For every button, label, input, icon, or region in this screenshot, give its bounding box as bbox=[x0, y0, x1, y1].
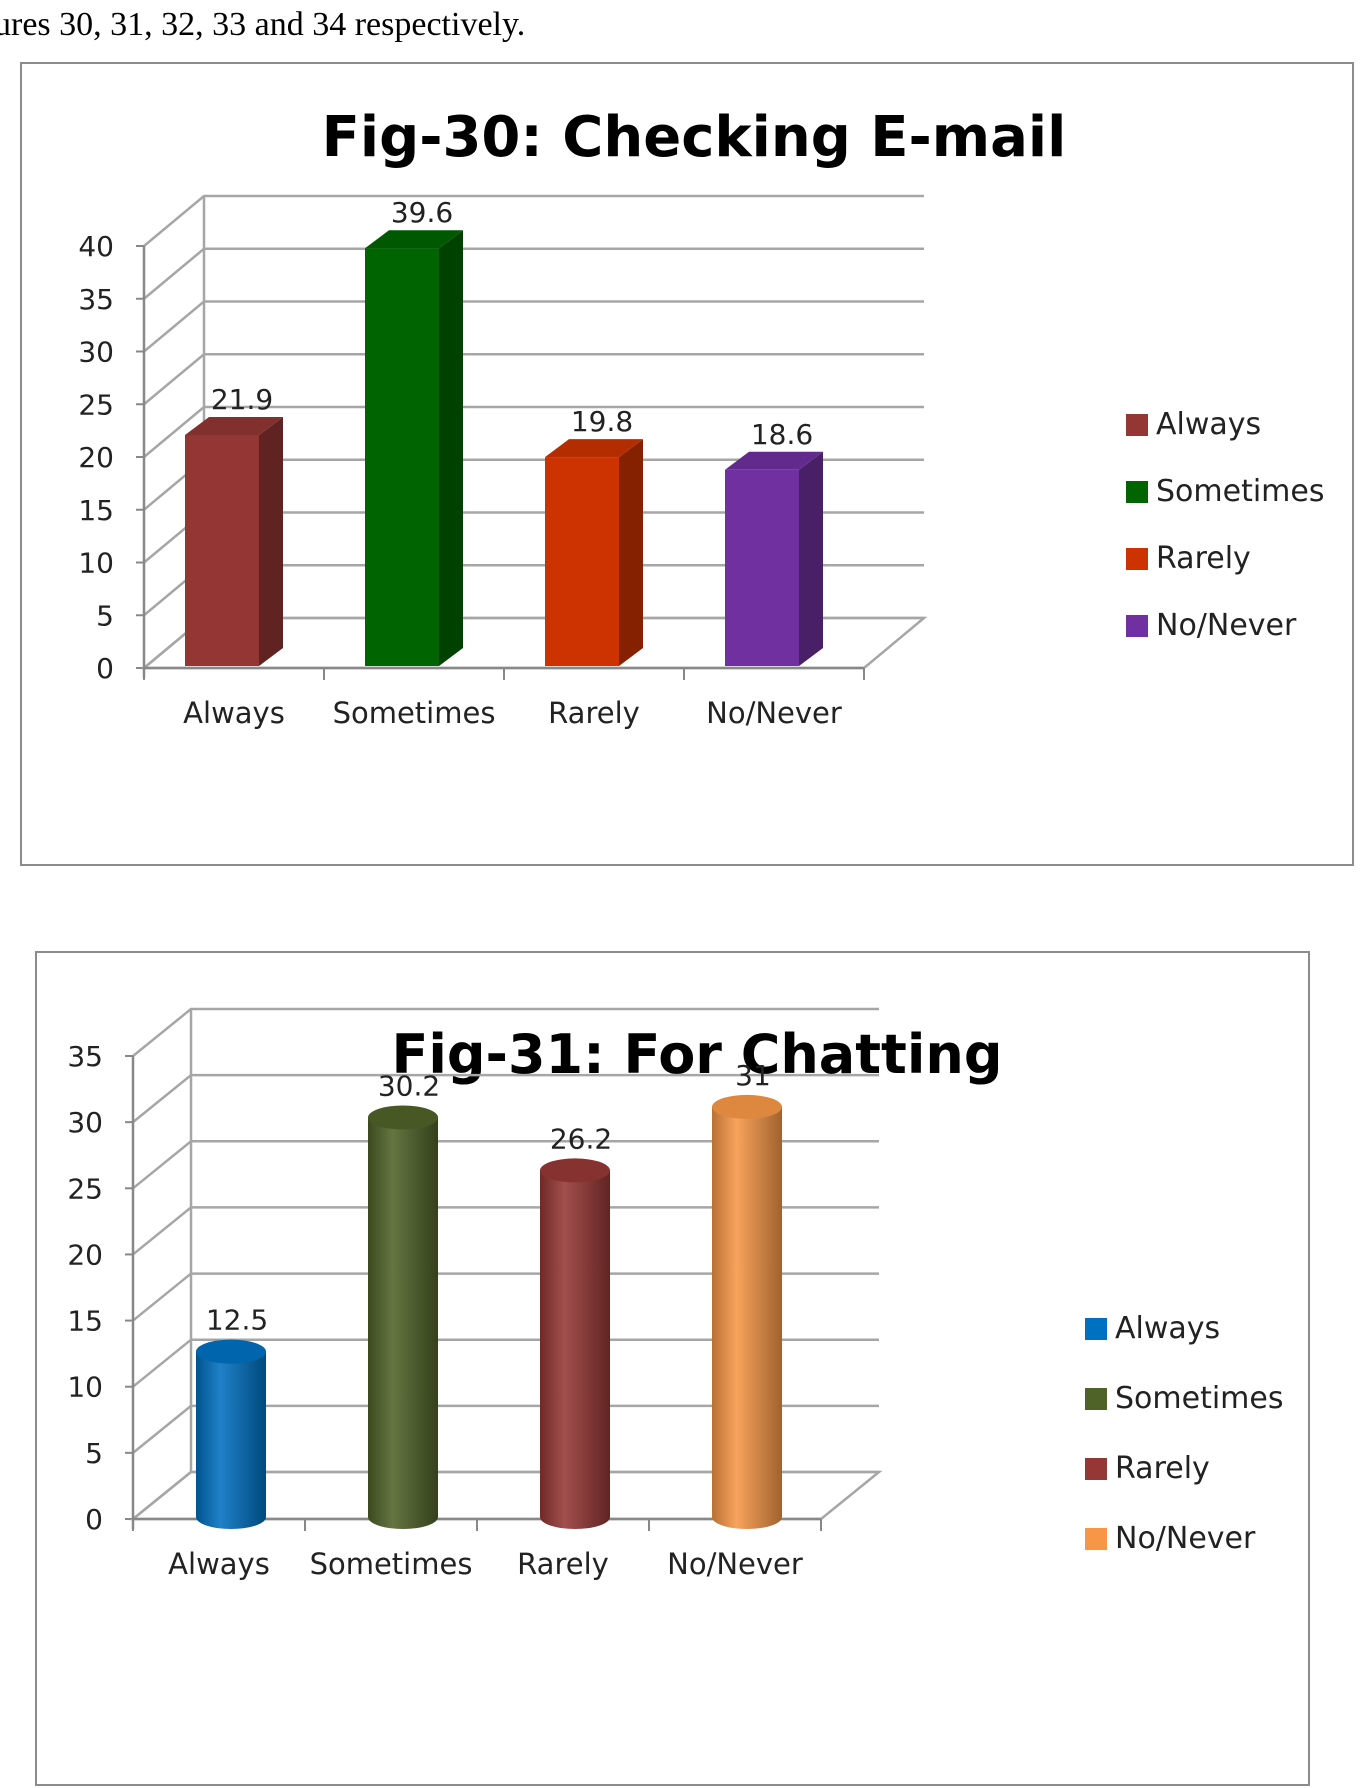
fig31-legend-entry: No/Never bbox=[1115, 1521, 1256, 1556]
fig31-title: Fig-31: For Chatting bbox=[392, 1023, 1003, 1086]
fig30-bar-top bbox=[185, 416, 283, 435]
fig30-data-label: 18.6 bbox=[751, 418, 813, 451]
fig31-y-tick-label: 30 bbox=[67, 1106, 103, 1139]
fig31-y-tick-label: 15 bbox=[67, 1305, 103, 1338]
fig30-gridline bbox=[143, 247, 924, 300]
fig31-legend-entry: Sometimes bbox=[1115, 1381, 1284, 1416]
fig31-category-label: No/Never bbox=[667, 1547, 803, 1581]
fig30-legend-entry: No/Never bbox=[1156, 608, 1297, 643]
fig31-bar-no-never bbox=[712, 1094, 782, 1529]
fig31-category-label: Always bbox=[168, 1547, 270, 1581]
fig31-bar-body bbox=[196, 1351, 266, 1529]
fig31-legend-swatch bbox=[1085, 1388, 1107, 1410]
fig31-bar-top bbox=[540, 1158, 610, 1183]
fig30-y-tick-label: 0 bbox=[96, 652, 114, 685]
fig31-bar-top bbox=[368, 1105, 438, 1130]
fig30-bar-rarely bbox=[545, 439, 643, 666]
fig31-legend-entry: Always bbox=[1115, 1311, 1220, 1346]
fig31-data-label: 12.5 bbox=[206, 1304, 268, 1337]
fig31-bar-body bbox=[712, 1106, 782, 1529]
fig30-bar-side bbox=[619, 439, 643, 666]
fig30-bar-side bbox=[259, 416, 283, 666]
fig31-bar-body bbox=[368, 1117, 438, 1529]
chart-fig31-svg: Fig-31: For Chatting 0 5 10 15 20 25 30 35 12.5 Al… bbox=[67, 1007, 1284, 1581]
fig31-bar-sometimes bbox=[368, 1105, 438, 1529]
fig31-y-tick-label: 5 bbox=[85, 1437, 103, 1470]
fig30-data-label: 21.9 bbox=[211, 383, 273, 416]
fig30-bar-front bbox=[365, 248, 439, 666]
fig30-bar-side bbox=[439, 230, 463, 666]
fig30-category-label: No/Never bbox=[706, 696, 842, 730]
fig31-data-label: 26.2 bbox=[550, 1122, 612, 1155]
fig30-gridline bbox=[143, 194, 924, 247]
fig31-y-tick-label: 20 bbox=[67, 1238, 103, 1271]
fig31-bar-top bbox=[196, 1339, 266, 1364]
fig30-y-tick-label: 35 bbox=[78, 283, 114, 316]
fig31-data-label: 30.2 bbox=[378, 1069, 440, 1102]
fig30-y-tick-label: 40 bbox=[78, 230, 114, 263]
fig30-y-tick-label: 20 bbox=[78, 441, 114, 474]
fig31-legend-swatch bbox=[1085, 1318, 1107, 1340]
fig31-y-tick-label: 10 bbox=[67, 1371, 103, 1404]
fig30-legend-swatch bbox=[1126, 615, 1148, 637]
chart-fig30-svg: Fig-30: Checking E-mail 0 5 10 15 20 25 30 35 40 2… bbox=[78, 105, 1325, 730]
fig30-y-tick-label: 25 bbox=[78, 388, 114, 421]
fig31-y-tick-label: 35 bbox=[67, 1040, 103, 1073]
fig31-category-label: Rarely bbox=[517, 1547, 609, 1581]
fig31-bar-always bbox=[196, 1339, 266, 1529]
chart-fig30: Fig-30: Checking E-mail 0 5 10 15 20 25 30 35 40 2… bbox=[20, 62, 1354, 866]
fig31-y-tick-label: 0 bbox=[85, 1503, 103, 1536]
fig30-y-tick-label: 30 bbox=[78, 336, 114, 369]
fig31-legend-swatch bbox=[1085, 1528, 1107, 1550]
fig30-legend-swatch bbox=[1126, 481, 1148, 503]
fig30-bar-always bbox=[185, 416, 283, 666]
fig30-bar-front bbox=[545, 457, 619, 666]
fig31-bar-top bbox=[712, 1094, 782, 1119]
fig30-category-label: Sometimes bbox=[333, 696, 496, 730]
fig31-y-tick-label: 25 bbox=[67, 1172, 103, 1205]
fig30-bar-no-never bbox=[725, 451, 823, 666]
fig30-bar-front bbox=[725, 469, 799, 666]
fig31-bar-rarely bbox=[540, 1158, 610, 1529]
fig30-legend-entry: Rarely bbox=[1156, 541, 1251, 576]
fig30-bar-front bbox=[185, 434, 259, 666]
fig30-gridline bbox=[143, 300, 924, 353]
fig30-title: Fig-30: Checking E-mail bbox=[322, 105, 1067, 170]
fig30-y-tick-label: 5 bbox=[96, 599, 114, 632]
chart-fig31: Fig-31: For Chatting 0 5 10 15 20 25 30 35 12.5 Al… bbox=[35, 951, 1310, 1786]
fig30-y-tick-label: 15 bbox=[78, 494, 114, 527]
fig30-bar-top bbox=[545, 439, 643, 458]
fig30-y-tick-label: 10 bbox=[78, 547, 114, 580]
fig31-legend-entry: Rarely bbox=[1115, 1451, 1210, 1486]
fig31-data-label: 31 bbox=[735, 1059, 771, 1092]
fig30-bar-top bbox=[365, 230, 463, 249]
fig30-legend-swatch bbox=[1126, 548, 1148, 570]
intro-text: ures 30, 31, 32, 33 and 34 respectively. bbox=[0, 6, 526, 43]
fig31-category-label: Sometimes bbox=[310, 1547, 473, 1581]
fig30-data-label: 19.8 bbox=[571, 405, 633, 438]
fig30-bar-sometimes bbox=[365, 230, 463, 666]
fig30-category-label: Rarely bbox=[548, 696, 640, 730]
fig31-legend-swatch bbox=[1085, 1458, 1107, 1480]
fig30-category-label: Always bbox=[183, 696, 285, 730]
fig30-bar-side bbox=[799, 451, 823, 666]
fig30-data-label: 39.6 bbox=[391, 196, 453, 229]
fig30-legend-entry: Sometimes bbox=[1156, 474, 1325, 509]
fig31-bar-body bbox=[540, 1170, 610, 1529]
fig30-bar-top bbox=[725, 451, 823, 470]
fig30-legend-entry: Always bbox=[1156, 407, 1261, 442]
fig30-legend-swatch bbox=[1126, 414, 1148, 436]
